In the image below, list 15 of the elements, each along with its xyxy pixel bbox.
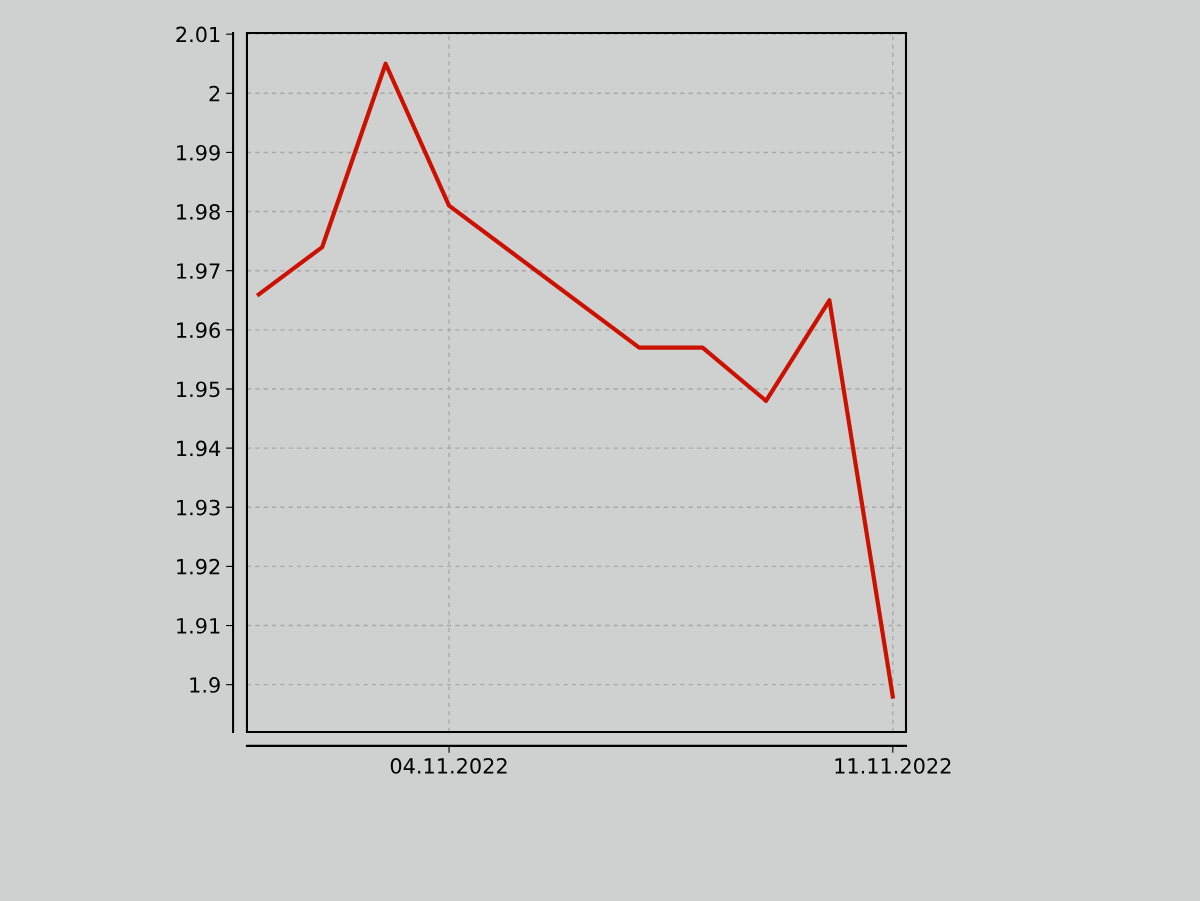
line-series — [256, 61, 895, 699]
y-tick-label: 1.98 — [177, 204, 220, 220]
y-tick-label: 2.01 — [176, 26, 220, 43]
x-tick-label: 04.11.2022 — [390, 758, 507, 774]
y-tick-label: 1.99 — [177, 144, 220, 161]
y-tick-label: 1.95 — [177, 381, 220, 398]
y-tick-label: 1.91 — [177, 617, 220, 634]
y-tick-label: 2 — [209, 85, 220, 102]
y-tick-label: 1.94 — [177, 440, 221, 457]
x-tick-label: 11.11.2022 — [835, 758, 951, 774]
y-tick-label: 1.97 — [177, 263, 220, 279]
y-tick-label: 1.96 — [177, 322, 220, 339]
y-tick-label: 1.93 — [177, 499, 220, 516]
y-tick-label: 1.9 — [190, 677, 220, 693]
y-tick-label: 1.92 — [177, 558, 220, 575]
